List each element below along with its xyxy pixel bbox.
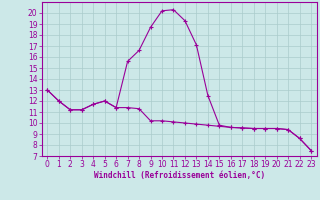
X-axis label: Windchill (Refroidissement éolien,°C): Windchill (Refroidissement éolien,°C) (94, 171, 265, 180)
